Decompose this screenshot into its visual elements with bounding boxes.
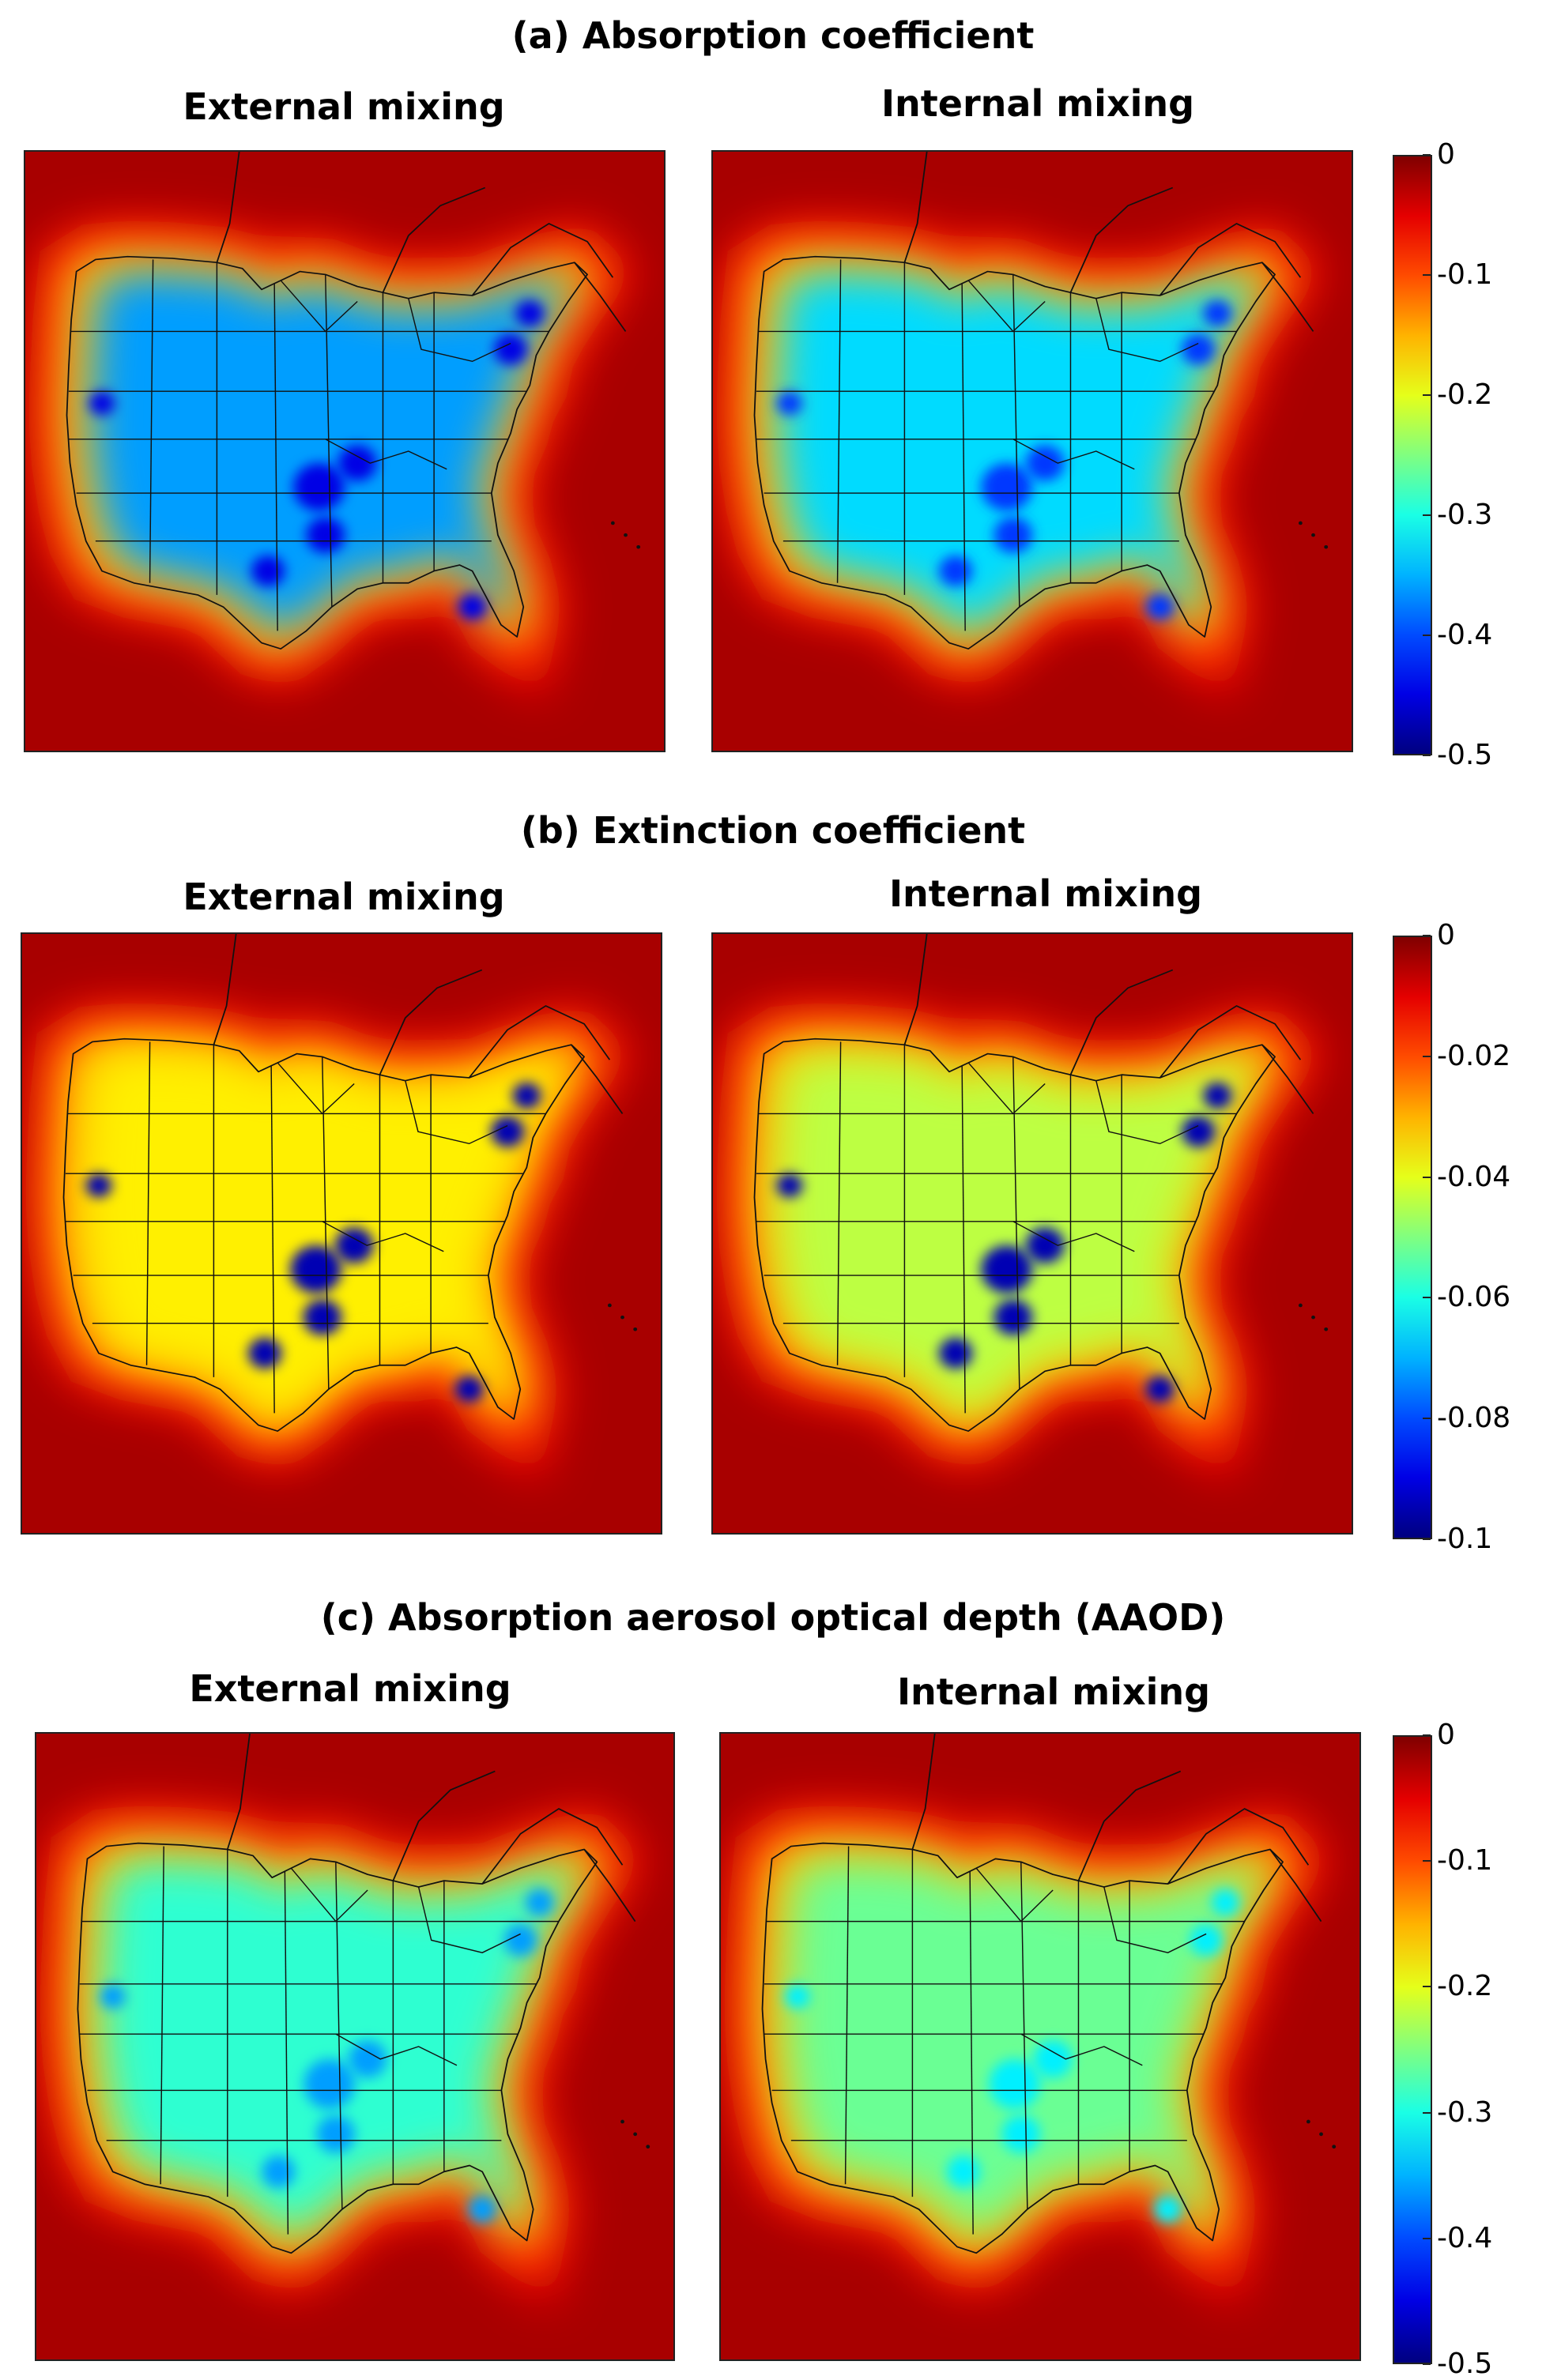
colorbar-tick-mark <box>1423 2363 1431 2365</box>
colorbar-tick-mark <box>1423 2111 1431 2114</box>
colorbar-tick-mark <box>1423 1055 1431 1057</box>
colorbar-tick-mark <box>1423 394 1431 396</box>
colorbar-tick-label: 0 <box>1437 919 1455 951</box>
colorbar-tick-label: -0.1 <box>1437 258 1493 291</box>
colorbar-tick-label: -0.5 <box>1437 2348 1493 2380</box>
panel-title-b-internal: Internal mixing <box>888 872 1203 915</box>
colorbar-tick-mark <box>1423 1538 1431 1540</box>
colorbar-tick-mark <box>1423 274 1431 276</box>
panel-title-c-external: External mixing <box>189 1667 511 1710</box>
colorbar-tick-label: -0.4 <box>1437 2221 1493 2254</box>
panel-title-b-external: External mixing <box>183 876 505 918</box>
colorbar-tick-label: -0.5 <box>1437 739 1493 771</box>
colorbar-tick-label: -0.02 <box>1437 1039 1511 1072</box>
colorbar-tick-label: -0.04 <box>1437 1160 1511 1193</box>
colorbar-tick-mark <box>1423 154 1431 156</box>
colorbar-tick-label: -0.2 <box>1437 1970 1493 2003</box>
map-b-internal <box>711 932 1353 1535</box>
colorbar-tick-label: 0 <box>1437 1719 1455 1751</box>
colorbar-tick-mark <box>1423 1986 1431 1988</box>
section-title-c: (c) Absorption aerosol optical depth (AA… <box>320 1596 1226 1639</box>
colorbar-tick-mark <box>1423 1860 1431 1862</box>
colorbar-a <box>1393 155 1432 755</box>
colorbar-tick-mark <box>1423 1734 1431 1736</box>
colorbar-tick-label: -0.08 <box>1437 1402 1511 1435</box>
map-b-external <box>21 932 662 1535</box>
colorbar-tick-mark <box>1423 635 1431 636</box>
colorbar-tick-label: -0.3 <box>1437 2096 1493 2129</box>
map-c-external <box>35 1732 675 2361</box>
map-c-internal <box>719 1732 1361 2361</box>
colorbar-tick-mark <box>1423 514 1431 516</box>
section-title-a: (a) Absorption coefficient <box>511 14 1035 57</box>
colorbar-tick-mark <box>1423 1297 1431 1299</box>
colorbar-tick-label: -0.06 <box>1437 1281 1511 1314</box>
colorbar-tick-mark <box>1423 935 1431 936</box>
colorbar-tick-label: -0.4 <box>1437 619 1493 651</box>
colorbar-tick-label: -0.1 <box>1437 1844 1493 1877</box>
colorbar-tick-label: -0.2 <box>1437 378 1493 411</box>
map-a-internal <box>711 150 1353 752</box>
section-title-b: (b) Extinction coefficient <box>520 809 1026 852</box>
colorbar-tick-mark <box>1423 1176 1431 1178</box>
colorbar-tick-mark <box>1423 1418 1431 1420</box>
panel-title-c-internal: Internal mixing <box>896 1670 1211 1713</box>
colorbar-tick-mark <box>1423 755 1431 756</box>
panel-title-a-external: External mixing <box>183 85 505 128</box>
colorbar-tick-mark <box>1423 2237 1431 2239</box>
colorbar-tick-label: 0 <box>1437 138 1455 171</box>
colorbar-tick-label: -0.1 <box>1437 1523 1493 1555</box>
panel-title-a-internal: Internal mixing <box>880 82 1195 125</box>
colorbar-c <box>1393 1735 1432 2364</box>
colorbar-tick-label: -0.3 <box>1437 499 1493 531</box>
colorbar-b <box>1393 936 1432 1539</box>
map-a-external <box>24 150 666 752</box>
